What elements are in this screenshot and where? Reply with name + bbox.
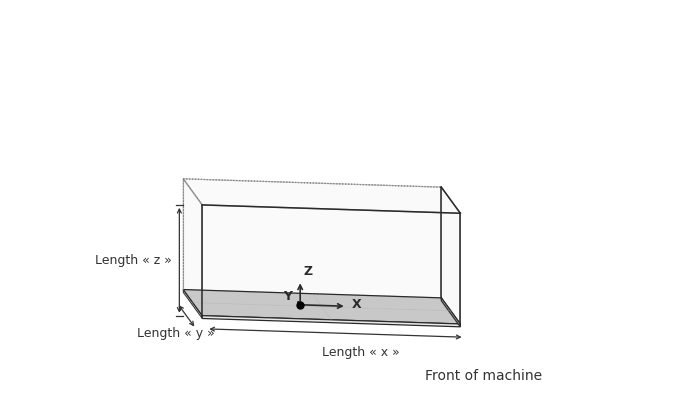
Text: Length « y »: Length « y » — [137, 328, 215, 341]
Polygon shape — [183, 179, 461, 213]
Polygon shape — [183, 290, 461, 324]
Text: Front of machine: Front of machine — [425, 369, 542, 383]
Polygon shape — [183, 179, 441, 298]
Text: Z: Z — [304, 265, 313, 278]
Text: X: X — [351, 297, 361, 311]
Text: Y: Y — [284, 290, 293, 303]
Polygon shape — [183, 179, 202, 316]
Polygon shape — [441, 298, 461, 327]
Polygon shape — [441, 187, 461, 324]
Text: Length « x »: Length « x » — [321, 346, 399, 359]
Polygon shape — [202, 316, 461, 327]
Polygon shape — [202, 205, 461, 324]
Polygon shape — [183, 290, 202, 318]
Text: Length « z »: Length « z » — [95, 254, 172, 267]
